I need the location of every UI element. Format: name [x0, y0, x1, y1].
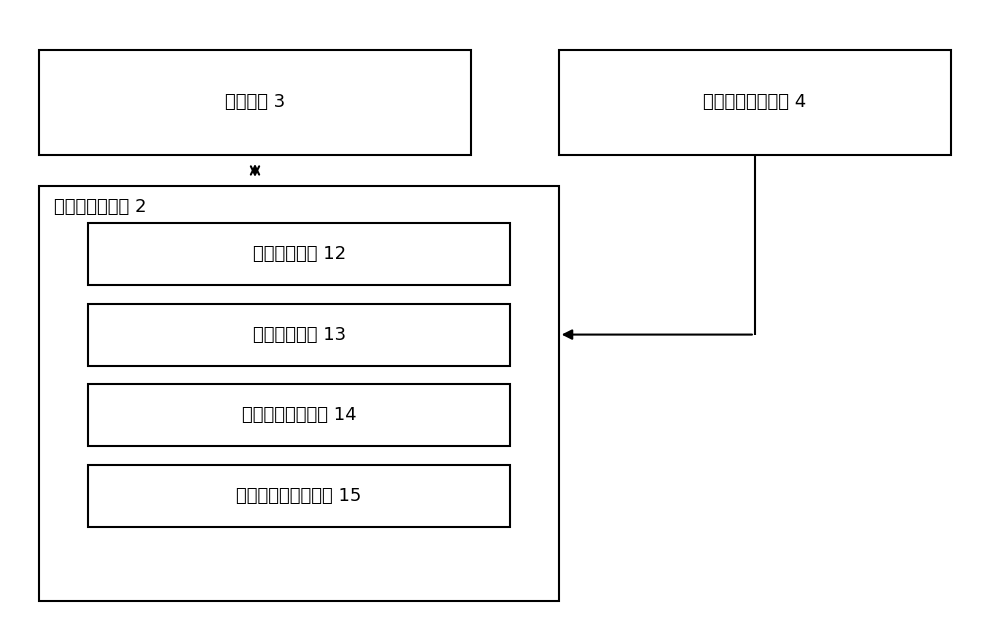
Bar	[88, 303, 510, 365]
Bar	[88, 384, 510, 446]
Text: 轨道模拟单元 12: 轨道模拟单元 12	[253, 245, 346, 263]
Text: 姿态模拟单元 13: 姿态模拟单元 13	[253, 325, 346, 344]
Bar	[88, 223, 510, 285]
Text: 图像传感器模拟单元 15: 图像传感器模拟单元 15	[236, 487, 362, 504]
Text: 扫描信息组织模块 4: 扫描信息组织模块 4	[703, 94, 806, 111]
Text: 光学系统模拟单元 14: 光学系统模拟单元 14	[242, 406, 356, 424]
Text: 遥感器仿真模块 2: 遥感器仿真模块 2	[54, 198, 147, 216]
Bar	[39, 50, 471, 155]
Bar	[39, 186, 559, 601]
Bar	[559, 50, 951, 155]
Bar	[88, 465, 510, 526]
Text: 扫描模块 3: 扫描模块 3	[225, 94, 285, 111]
